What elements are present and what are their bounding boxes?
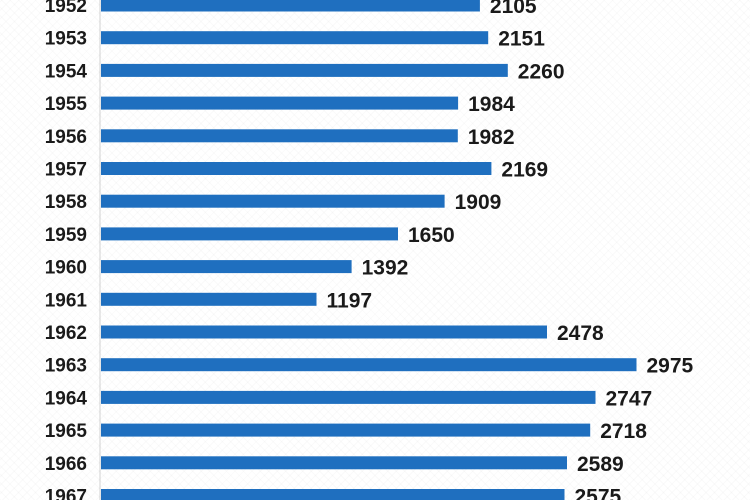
category-label-1967: 1967 bbox=[45, 487, 87, 500]
category-label-1963: 1963 bbox=[45, 356, 87, 377]
value-label-1952: 2105 bbox=[490, 0, 537, 18]
category-label-1960: 1960 bbox=[45, 258, 87, 279]
bars-layer bbox=[101, 0, 637, 500]
value-label-1954: 2260 bbox=[518, 60, 565, 83]
bar-1961 bbox=[101, 292, 317, 306]
category-label-1954: 1954 bbox=[45, 61, 88, 82]
labels-layer: 1952 2105 1953 2151 1954 2260 1955 1984 1956 1982… bbox=[45, 0, 694, 500]
category-label-1964: 1964 bbox=[45, 388, 88, 409]
value-label-1962: 2478 bbox=[557, 322, 604, 345]
value-label-1961: 1197 bbox=[327, 289, 373, 312]
category-label-1953: 1953 bbox=[45, 29, 87, 50]
bar-1962 bbox=[101, 325, 547, 339]
value-label-1956: 1982 bbox=[468, 126, 515, 149]
bar-1955 bbox=[101, 96, 459, 110]
category-label-1957: 1957 bbox=[45, 160, 87, 181]
category-label-1958: 1958 bbox=[45, 192, 87, 213]
bar-1953 bbox=[101, 31, 489, 45]
bar-1966 bbox=[101, 456, 567, 470]
bar-1963 bbox=[101, 358, 637, 372]
bar-1959 bbox=[101, 227, 398, 241]
category-label-1965: 1965 bbox=[45, 421, 88, 442]
value-label-1964: 2747 bbox=[606, 387, 653, 410]
value-label-1958: 1909 bbox=[455, 191, 502, 214]
category-label-1961: 1961 bbox=[45, 290, 88, 311]
category-label-1952: 1952 bbox=[45, 0, 87, 17]
value-label-1965: 2718 bbox=[600, 420, 647, 443]
bar-1958 bbox=[101, 194, 445, 208]
bar-1967 bbox=[101, 489, 565, 500]
category-label-1956: 1956 bbox=[45, 127, 87, 148]
bar-1965 bbox=[101, 423, 591, 437]
bar-1964 bbox=[101, 390, 596, 404]
value-label-1959: 1650 bbox=[408, 224, 455, 247]
value-label-1955: 1984 bbox=[468, 93, 515, 116]
bar-1957 bbox=[101, 162, 492, 175]
value-label-1957: 2169 bbox=[501, 159, 548, 182]
bar-1956 bbox=[101, 129, 458, 143]
value-label-1966: 2589 bbox=[577, 453, 624, 476]
category-label-1962: 1962 bbox=[45, 323, 87, 344]
value-label-1967: 2575 bbox=[575, 486, 622, 500]
value-label-1960: 1392 bbox=[362, 257, 409, 280]
value-label-1963: 2975 bbox=[647, 355, 694, 378]
category-label-1959: 1959 bbox=[45, 225, 87, 246]
category-label-1955: 1955 bbox=[45, 94, 88, 115]
bar-1952 bbox=[101, 0, 480, 12]
category-label-1966: 1966 bbox=[45, 454, 87, 475]
bar-1954 bbox=[101, 63, 508, 77]
value-label-1953: 2151 bbox=[498, 28, 545, 51]
bar-1960 bbox=[101, 260, 352, 274]
